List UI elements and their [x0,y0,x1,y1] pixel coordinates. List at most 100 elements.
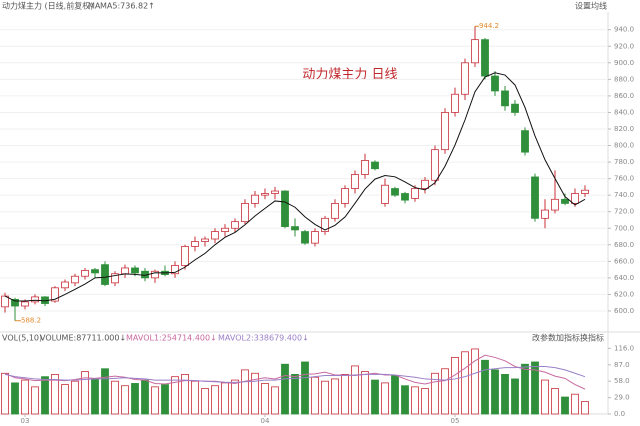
volume-bar [411,386,419,415]
candle-body [31,296,39,303]
volume-bar [241,369,249,415]
candle-body [131,267,139,274]
volume-bar [291,374,299,415]
volume-bar [341,374,349,415]
y-tick-label: 640.0 [614,274,634,282]
candle-body [421,179,429,189]
volume-bar [91,378,99,415]
volume-bar [451,357,459,415]
candle-body [51,287,59,302]
volume-bar [551,388,559,415]
candle-body [341,188,349,204]
volume-legend: VOLUME:87711.000↓ [40,334,126,343]
y-tick-label: 780.0 [614,158,634,166]
tool-button[interactable]: 换指标 [580,333,604,343]
volume-bar [471,348,479,415]
volume-bar [131,383,139,415]
volume-bar [21,379,29,415]
candle-body [81,270,89,277]
volume-ma-line [4,365,586,383]
candle-body [261,193,269,196]
volume-bar [431,372,439,415]
tool-button[interactable]: 改参数 [532,333,556,343]
candle-body [21,301,29,307]
y-tick-label: 820.0 [614,125,634,133]
volume-bar [301,361,309,415]
candle-body [571,193,579,204]
high-label: 944.2 [479,22,499,30]
ma-label: MA [88,2,101,11]
y-tick-label: 840.0 [614,108,634,116]
candle-body [271,190,279,194]
volume-bar [211,385,219,415]
volume-bar [101,368,109,415]
volume-legend: VOL(5,10) [2,334,42,343]
volume-bar [521,363,529,415]
candle-body [151,270,159,279]
volume-bar [391,375,399,415]
candle-body [471,39,479,64]
volume-bar [181,374,189,415]
volume-bar [71,380,79,415]
x-tick-label: 03 [21,417,30,425]
volume-bar [381,382,389,415]
candle-body [291,226,299,231]
candle-body [391,188,399,196]
volume-bar [231,379,239,415]
settings-button[interactable]: 设置均线 [575,1,607,11]
candle-body [11,298,19,307]
y-tick-label: 87.0 [614,361,630,369]
candle-body [331,203,339,219]
volume-bar [271,386,279,415]
y-tick-label: 940.0 [614,26,634,34]
volume-bar [51,374,59,415]
y-tick-label: 600.0 [614,307,634,315]
volume-bar [361,371,369,415]
candle-body [121,267,129,275]
tool-button[interactable]: 加指标 [556,333,580,343]
candle-body [301,231,309,244]
candle-body [381,184,389,204]
candle-body [181,246,189,266]
volume-bar [261,383,269,415]
candle-body [211,231,219,240]
candle-body [581,189,589,194]
volume-bar [401,385,409,415]
volume-legend: MAVOL1:254714.400↓ [126,334,217,343]
candle-body [241,203,249,223]
candle-body [111,273,119,284]
y-tick-label: 760.0 [614,175,634,183]
candle-body [191,241,199,247]
volume-bar [281,363,289,415]
volume-bar [531,361,539,415]
y-tick-label: 29.0 [614,394,630,402]
y-tick-label: 660.0 [614,257,634,265]
candle-body [521,130,529,153]
volume-bar [141,379,149,415]
volume-bar [541,379,549,415]
candle-body [411,188,419,199]
candle-body [371,161,379,170]
candle-body [481,39,489,77]
x-tick-label: 04 [261,417,270,425]
ma5-line [4,72,586,302]
ma-legend: MA5:736.82↑ [100,2,155,11]
candle-body [491,75,499,92]
y-tick-label: 880.0 [614,75,634,83]
y-tick-label: 900.0 [614,59,634,67]
y-tick-label: 116.0 [614,344,634,352]
candle-body [281,190,289,227]
candle-body [551,198,559,211]
candle-body [441,112,449,151]
volume-bar [201,388,209,415]
volume-legend: MAVOL2:338679.400↓ [218,334,309,343]
chart-header: 动力煤主力 (日线,前复权) [2,1,93,11]
candle-body [561,198,569,204]
volume-bar [81,371,89,415]
volume-bar [111,380,119,415]
volume-bar [441,368,449,415]
volume-bar [311,376,319,415]
volume-bar [191,380,199,415]
candle-body [461,62,469,95]
y-tick-label: 700.0 [614,224,634,232]
